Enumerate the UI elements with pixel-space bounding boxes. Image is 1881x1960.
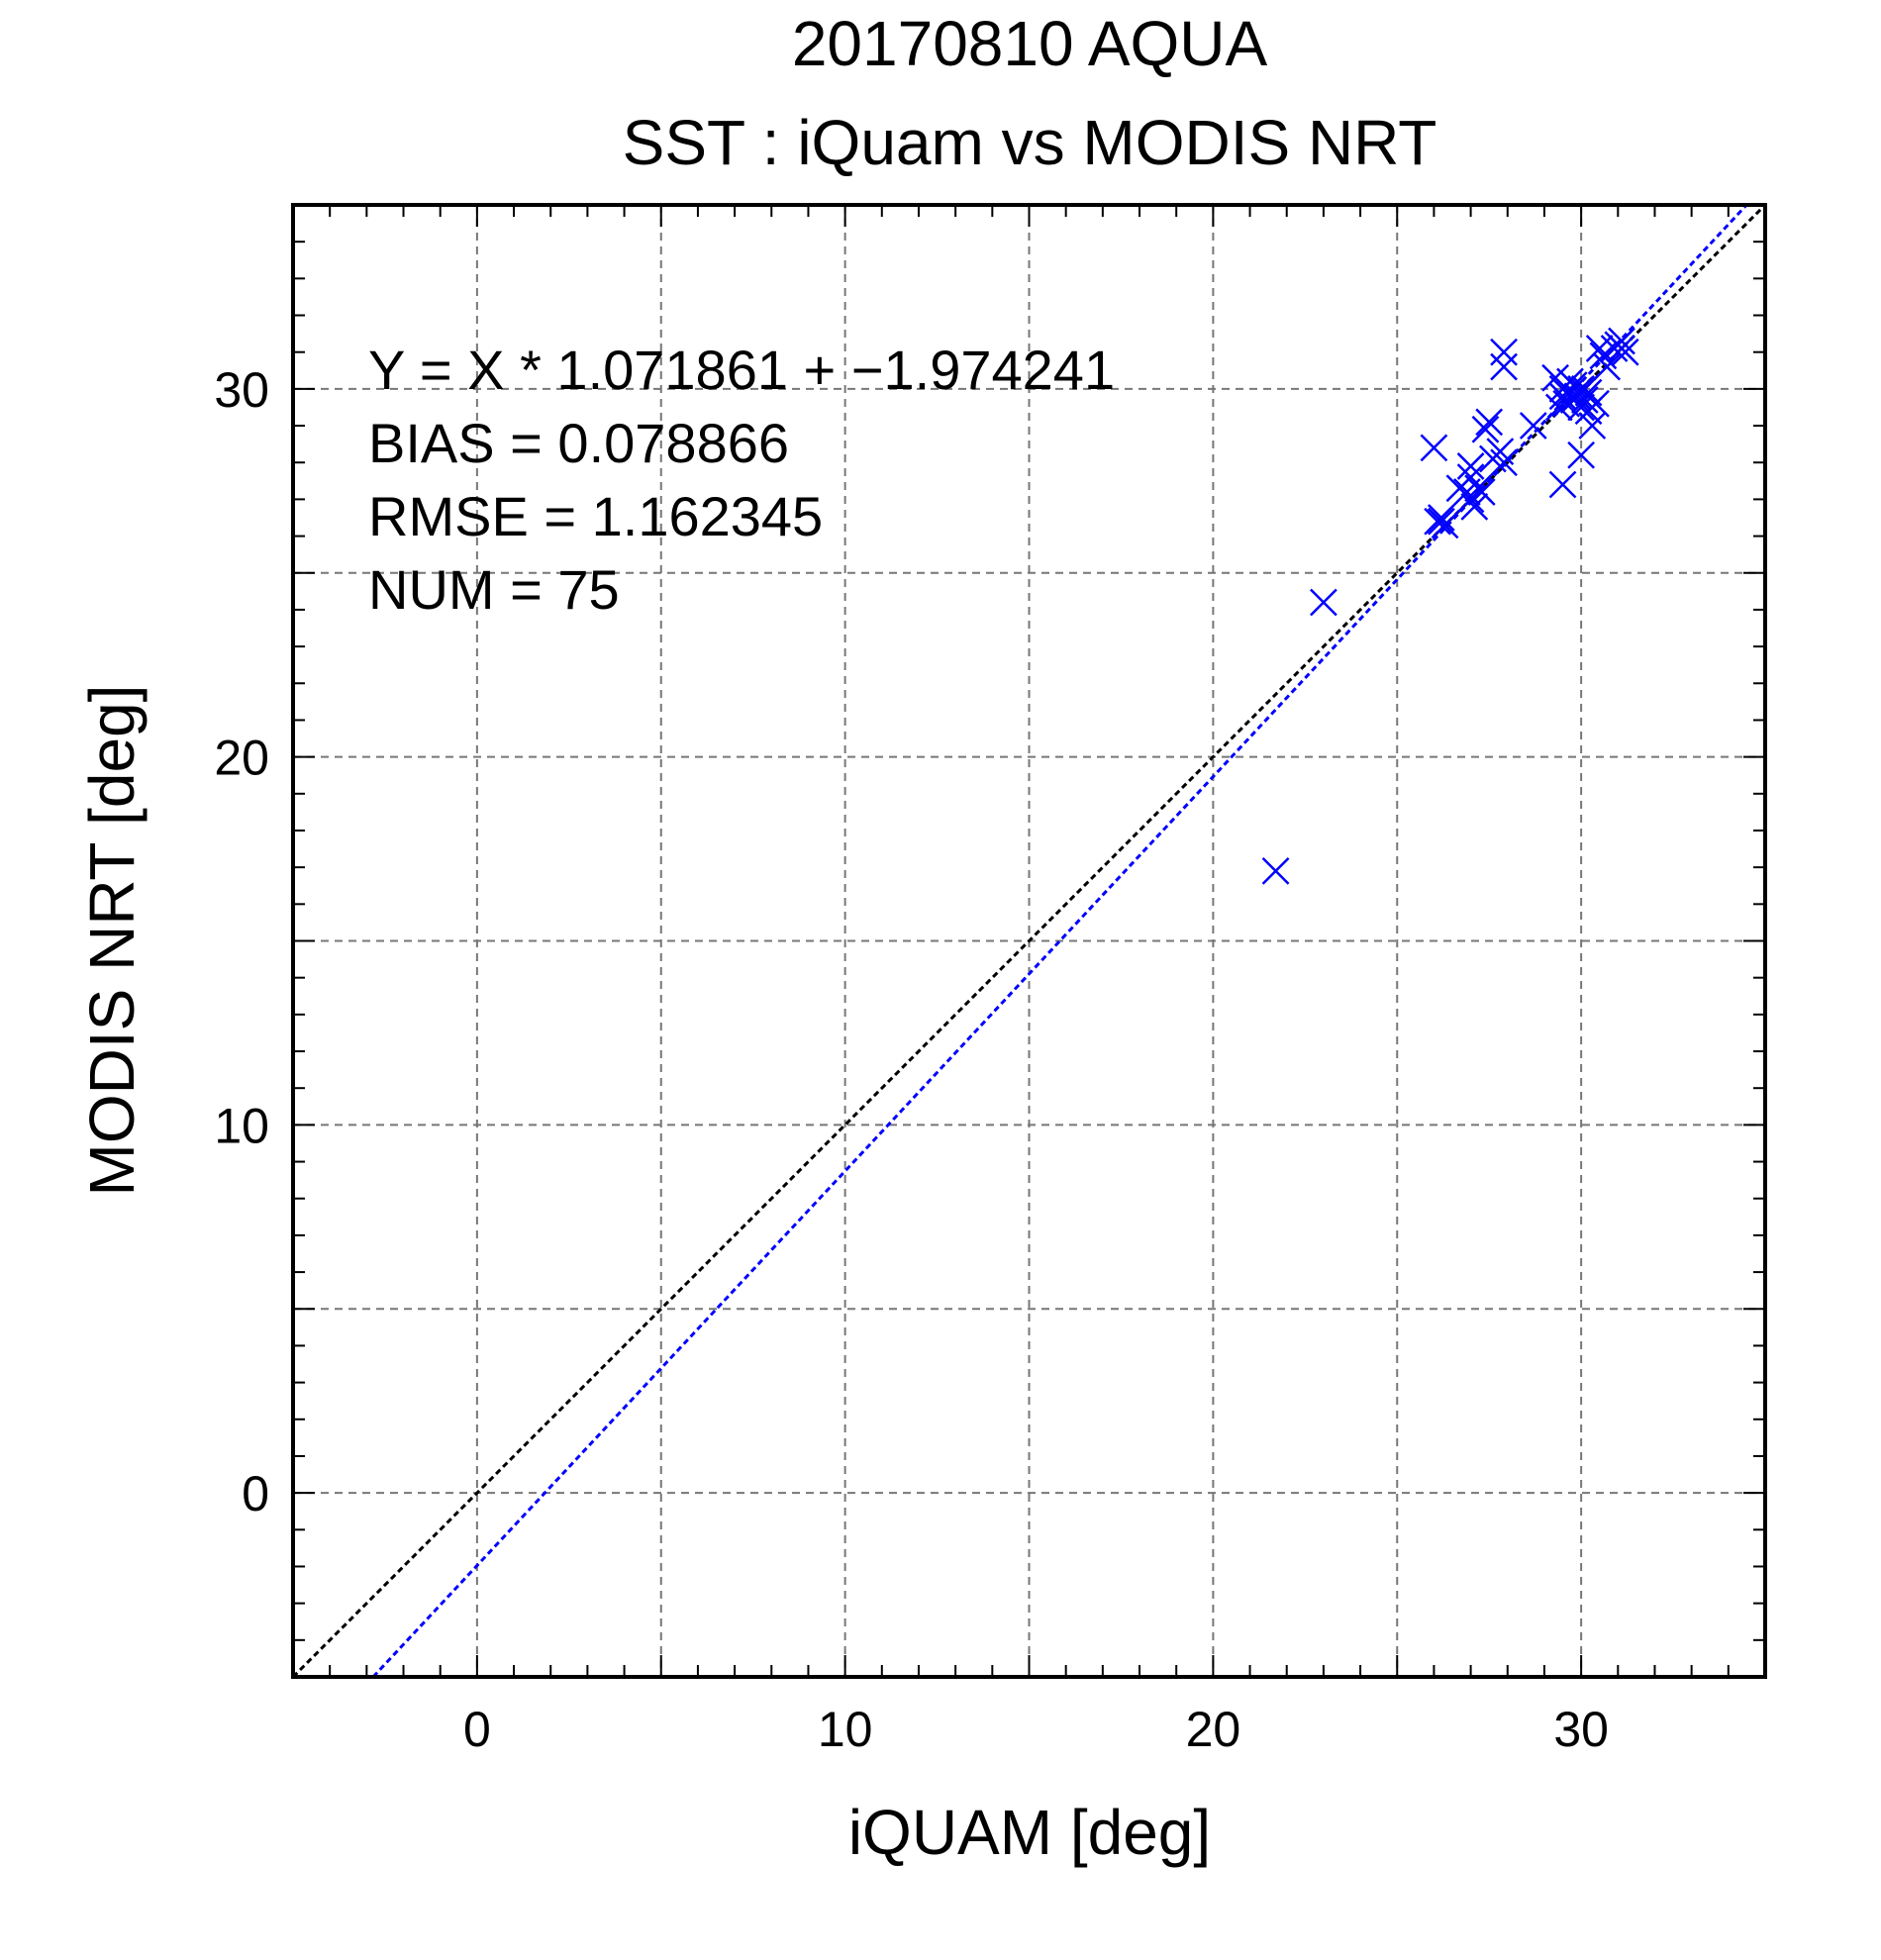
data-point [1544,393,1573,422]
data-point [1427,504,1455,532]
y-axis-label: MODIS NRT [deg] [76,685,148,1197]
data-point [1578,412,1607,440]
fit-equation: Y = X * 1.071861 + −1.974241 [368,339,1115,401]
data-point [1519,412,1547,440]
data-point [1570,386,1599,414]
data-point [1431,511,1459,539]
x-tick-label: 20 [1186,1702,1241,1757]
identity-line [291,203,1767,1679]
data-point [1310,588,1337,617]
data-point [1471,415,1500,443]
tick-labels: 0 10 20 30 0 10 20 30 [214,362,1609,1757]
data-point [1475,408,1504,437]
x-axis-label: iQUAM [deg] [848,1797,1211,1868]
data-point [1548,470,1577,499]
chart-title-line1: 20170810 AQUA [792,8,1268,79]
y-tick-label: 0 [242,1466,269,1521]
data-point [1559,371,1588,400]
data-point [1567,441,1596,469]
y-tick-label: 20 [214,731,269,786]
data-point [1608,327,1635,355]
stats-box: Y = X * 1.071861 + −1.974241 BIAS = 0.07… [368,339,1115,621]
plot-frame [291,203,1767,1679]
data-point [1593,352,1622,381]
data-point [1420,434,1448,462]
data-point [1611,338,1639,366]
data-point [1490,352,1518,381]
data-point [1486,438,1515,465]
data-points [1261,327,1639,885]
bias-value: BIAS = 0.078866 [368,412,789,474]
x-tick-label: 10 [818,1702,873,1757]
fit-line [371,203,1748,1679]
num-value: NUM = 75 [368,558,620,621]
chart-title-line2: SST : iQuam vs MODIS NRT [623,107,1437,178]
rmse-value: RMSE = 1.162345 [368,485,823,547]
data-point [1467,478,1496,506]
data-point [1582,389,1610,418]
x-tick-label: 30 [1553,1702,1609,1757]
data-point [1490,338,1518,366]
data-point [1460,492,1489,521]
data-point [1490,448,1518,477]
data-point [1585,335,1614,362]
x-tick-label: 0 [463,1702,491,1757]
y-tick-label: 10 [214,1098,269,1153]
y-tick-label: 30 [214,362,269,418]
data-point [1456,452,1485,480]
data-point [1261,856,1290,885]
